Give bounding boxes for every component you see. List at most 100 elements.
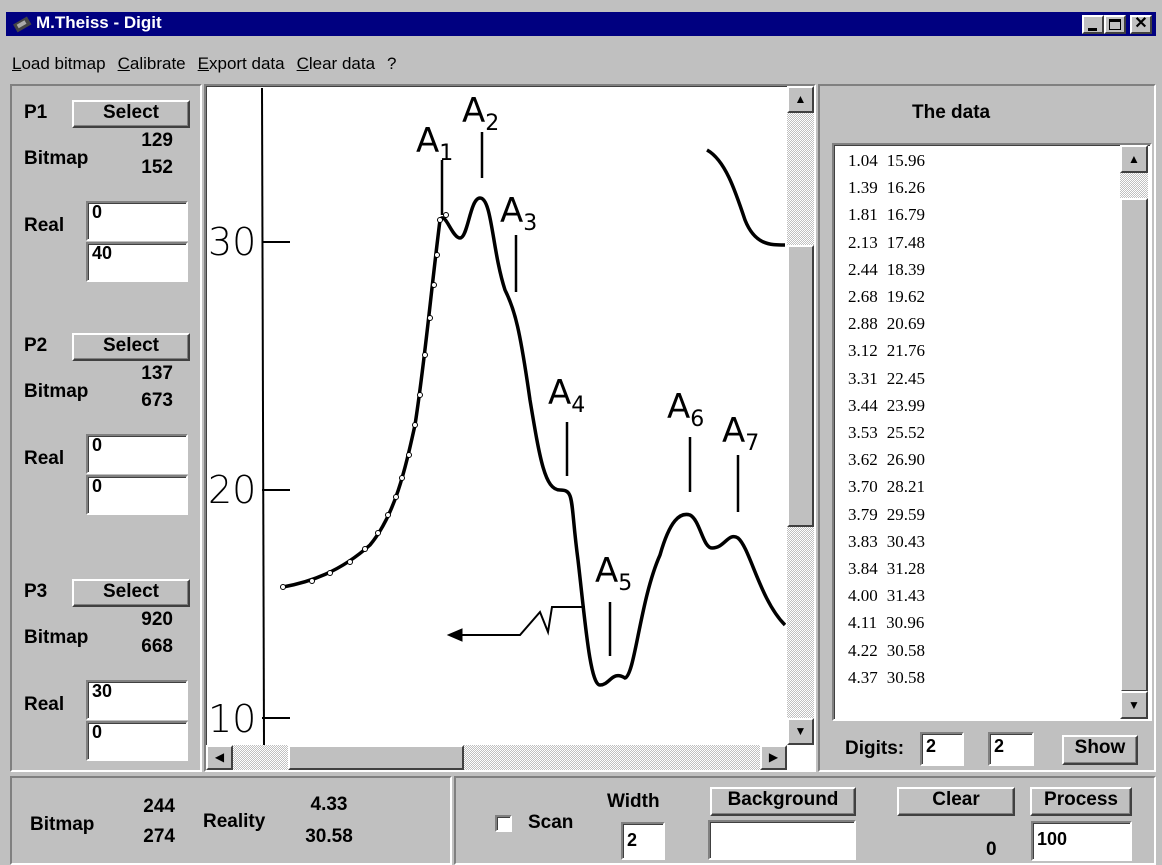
data-x: 2.44 [848, 260, 878, 279]
background-swatch[interactable] [708, 820, 856, 860]
data-y: 31.43 [887, 586, 925, 605]
menu-bar: Load bitmap Calibrate Export data Clear dat… [12, 54, 409, 74]
real-input[interactable]: 0 [86, 201, 188, 241]
scroll-thumb[interactable] [1120, 198, 1148, 692]
status-bitmap-y: 274 [140, 826, 175, 848]
scroll-down[interactable]: ▼ [787, 718, 814, 745]
real-input[interactable]: 40 [86, 242, 188, 282]
data-y: 30.43 [887, 532, 925, 551]
maximize-button[interactable] [1104, 15, 1126, 34]
page: Digit body{margin:0;width:1162px;height:… [0, 0, 1162, 865]
peak-label: A6 [667, 387, 704, 432]
data-y: 28.21 [887, 477, 925, 496]
count-label: 0 [986, 839, 997, 861]
data-y: 16.79 [887, 205, 925, 224]
bitmap-y: 152 [120, 157, 173, 179]
menu-item[interactable]: Load bitmap [12, 54, 106, 74]
peak-letter: A [548, 373, 571, 413]
peak-index: 1 [439, 141, 453, 166]
menu-item[interactable]: Export data [198, 54, 285, 74]
real-input[interactable]: 30 [86, 680, 188, 720]
process-button[interactable]: Process [1030, 787, 1132, 816]
curve [283, 198, 785, 685]
data-x: 4.22 [848, 641, 878, 660]
data-y: 18.39 [887, 260, 925, 279]
data-x: 4.11 [848, 613, 877, 632]
background-button[interactable]: Background [710, 787, 856, 816]
data-y: 26.90 [887, 450, 925, 469]
peak-label: A2 [462, 91, 499, 136]
data-x: 2.68 [848, 287, 878, 306]
digits-input[interactable]: 2 [988, 732, 1034, 766]
data-y: 22.45 [887, 369, 925, 388]
data-title: The data [912, 102, 990, 124]
menu-item[interactable]: Clear data [297, 54, 375, 74]
data-row: 3.4423.99 [848, 392, 925, 419]
select-button[interactable]: Select [72, 579, 190, 607]
data-x: 4.00 [848, 586, 878, 605]
clear-button[interactable]: Clear [897, 787, 1015, 816]
menu-item[interactable]: ? [387, 54, 396, 74]
data-y: 30.96 [886, 613, 924, 632]
scroll-right[interactable]: ▶ [760, 745, 787, 770]
point-name: P2 [24, 335, 47, 357]
window-title: M.Theiss - Digit [36, 13, 162, 33]
real-label: Real [24, 694, 64, 716]
peak-markers [442, 132, 738, 656]
status-bitmap-label: Bitmap [30, 814, 94, 836]
scan-checkbox[interactable] [495, 815, 512, 832]
process-input[interactable]: 100 [1031, 821, 1132, 861]
data-row: 1.0415.96 [848, 147, 925, 174]
peak-letter: A [595, 551, 618, 591]
axis-line [262, 88, 264, 745]
real-input[interactable]: 0 [86, 434, 188, 474]
real-input[interactable]: 0 [86, 721, 188, 761]
app-icon [12, 15, 32, 33]
minimize-button[interactable] [1082, 15, 1104, 34]
peak-letter: A [462, 91, 485, 131]
bitmap-y: 668 [120, 636, 173, 658]
scroll-thumb[interactable] [288, 745, 464, 770]
scroll-thumb[interactable] [787, 245, 814, 527]
scroll-left[interactable]: ◀ [206, 745, 233, 770]
scroll-up[interactable]: ▲ [1120, 145, 1148, 173]
peak-index: 2 [485, 111, 499, 136]
data-x: 3.53 [848, 423, 878, 442]
peak-index: 7 [745, 431, 759, 456]
menu-item[interactable]: Calibrate [118, 54, 186, 74]
peak-label: A1 [416, 121, 453, 166]
width-input[interactable]: 2 [621, 822, 665, 860]
scroll-up[interactable]: ▲ [787, 86, 814, 113]
bitmap-label: Bitmap [24, 627, 88, 649]
peak-index: 6 [690, 407, 704, 432]
status-reality-label: Reality [203, 811, 265, 833]
digits-input[interactable]: 2 [920, 732, 964, 766]
select-button[interactable]: Select [72, 100, 190, 128]
data-row: 4.00 31.43 [848, 582, 925, 609]
data-y: 29.59 [887, 505, 925, 524]
data-y: 23.99 [887, 396, 925, 415]
show-button[interactable]: Show [1062, 735, 1138, 765]
data-y: 17.48 [887, 233, 925, 252]
close-button[interactable]: ✕ [1130, 15, 1152, 34]
data-x: 3.83 [848, 532, 878, 551]
body: {"window":{"title":"M.Theiss - Digit"}, … [0, 0, 1162, 865]
scroll-down[interactable]: ▼ [1120, 691, 1148, 719]
peak-letter: A [667, 387, 690, 427]
bitmap-label: Bitmap [24, 148, 88, 170]
real-input[interactable]: 0 [86, 475, 188, 515]
peak-letter: A [416, 121, 439, 161]
real-label: Real [24, 448, 64, 470]
data-y: 21.76 [887, 341, 925, 360]
select-button[interactable]: Select [72, 333, 190, 361]
peak-label: A5 [595, 551, 632, 596]
